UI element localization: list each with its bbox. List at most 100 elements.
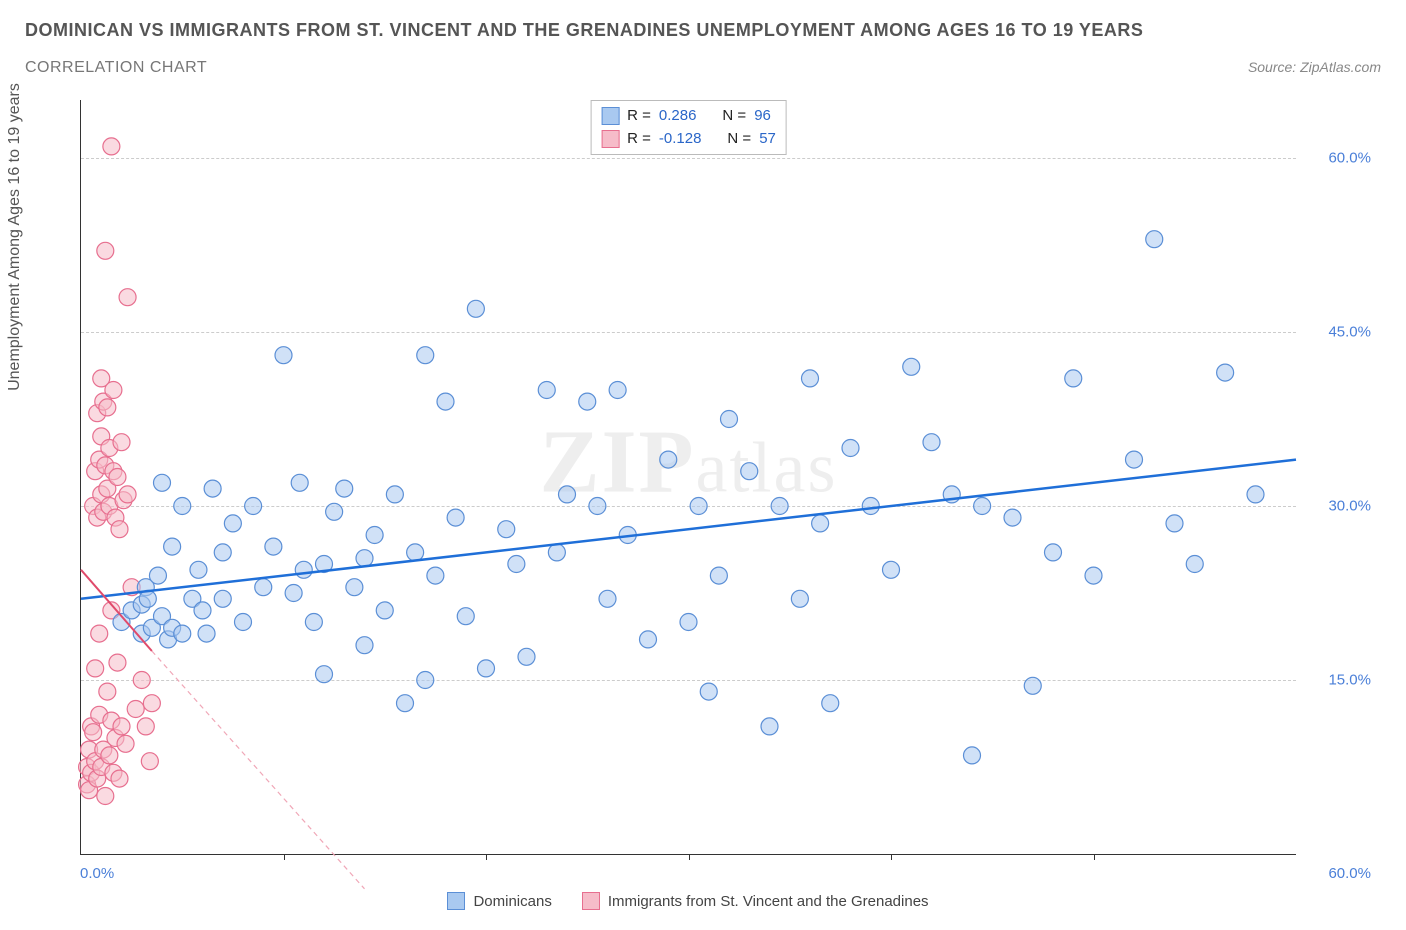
data-point [164,538,181,555]
plot-box: ZIPatlas R = 0.286 N = 96 R = -0.128 N =… [80,100,1296,855]
r-value-dominicans: 0.286 [659,105,697,128]
data-point [275,347,292,364]
data-point [113,434,130,451]
data-point [640,631,657,648]
swatch-dominicans [447,892,465,910]
data-point [1004,509,1021,526]
data-point [87,660,104,677]
data-point [457,608,474,625]
data-point [214,544,231,561]
data-point [376,602,393,619]
data-point [842,440,859,457]
stats-row-svg: R = -0.128 N = 57 [601,128,776,151]
r-label: R = [627,105,651,128]
data-point [255,579,272,596]
x-axis-max-label: 60.0% [1328,865,1371,882]
data-point [498,521,515,538]
data-point [97,242,114,259]
data-point [99,683,116,700]
data-point [154,474,171,491]
data-point [316,666,333,683]
data-point [85,724,102,741]
data-point [538,382,555,399]
data-point [1186,556,1203,573]
data-point [802,370,819,387]
data-point [1085,567,1102,584]
y-tick-label: 30.0% [1306,498,1371,515]
data-point [366,527,383,544]
data-point [589,498,606,515]
data-point [97,788,114,805]
data-point [741,463,758,480]
data-point [548,544,565,561]
data-point [862,498,879,515]
data-point [660,451,677,468]
data-point [478,660,495,677]
data-point [346,579,363,596]
source-label: Source: ZipAtlas.com [1248,59,1381,75]
trend-line [81,460,1296,599]
data-point [761,718,778,735]
data-point [194,602,211,619]
data-point [710,567,727,584]
data-point [700,683,717,700]
data-point [579,393,596,410]
legend-label-svg: Immigrants from St. Vincent and the Gren… [608,893,929,910]
data-point [467,300,484,317]
r-label: R = [627,128,651,151]
data-point [103,138,120,155]
data-point [1045,544,1062,561]
data-point [397,695,414,712]
data-point [265,538,282,555]
swatch-svg [582,892,600,910]
data-point [599,590,616,607]
legend-item-svg: Immigrants from St. Vincent and the Gren… [582,892,929,910]
chart-area: Unemployment Among Ages 16 to 19 years Z… [25,100,1381,910]
data-point [771,498,788,515]
data-point [336,480,353,497]
data-point [447,509,464,526]
n-label: N = [722,105,746,128]
y-axis-label: Unemployment Among Ages 16 to 19 years [6,83,24,391]
data-point [417,672,434,689]
data-point [291,474,308,491]
data-point [326,503,343,520]
data-point [133,672,150,689]
chart-subtitle: CORRELATION CHART [25,59,207,77]
data-point [127,701,144,718]
data-point [721,411,738,428]
data-point [143,695,160,712]
data-point [285,585,302,602]
data-point [214,590,231,607]
data-point [305,614,322,631]
scatter-svg [81,100,1296,854]
chart-title: DOMINICAN VS IMMIGRANTS FROM ST. VINCENT… [25,20,1381,41]
data-point [111,770,128,787]
legend-item-dominicans: Dominicans [447,892,551,910]
data-point [119,486,136,503]
data-point [117,735,134,752]
data-point [190,561,207,578]
stats-row-dominicans: R = 0.286 N = 96 [601,105,776,128]
data-point [174,625,191,642]
data-point [198,625,215,642]
data-point [149,567,166,584]
data-point [295,561,312,578]
data-point [974,498,991,515]
data-point [1217,364,1234,381]
n-label: N = [727,128,751,151]
data-point [141,753,158,770]
x-axis-min-label: 0.0% [80,865,114,882]
data-point [1126,451,1143,468]
swatch-dominicans [601,107,619,125]
data-point [609,382,626,399]
data-point [111,521,128,538]
data-point [109,654,126,671]
data-point [386,486,403,503]
data-point [1024,677,1041,694]
data-point [964,747,981,764]
data-point [356,550,373,567]
data-point [99,399,116,416]
trend-line [152,651,365,889]
data-point [224,515,241,532]
